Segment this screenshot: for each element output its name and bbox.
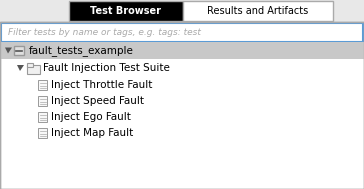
Text: Inject Ego Fault: Inject Ego Fault (51, 112, 131, 122)
Bar (69, 1, 183, 21)
Bar (14, 46, 24, 55)
Text: Inject Throttle Fault: Inject Throttle Fault (51, 80, 153, 90)
Bar (38, 96, 47, 106)
Text: Filter tests by name or tags, e.g. tags: test: Filter tests by name or tags, e.g. tags:… (8, 28, 201, 37)
Bar (27, 63, 33, 67)
Text: fault_tests_example: fault_tests_example (29, 45, 134, 56)
Bar (0, 0, 364, 22)
Text: Results and Artifacts: Results and Artifacts (207, 6, 309, 16)
Bar (183, 1, 333, 21)
Bar (38, 112, 47, 122)
Polygon shape (17, 65, 24, 71)
Bar (0, 22, 364, 189)
Bar (38, 128, 47, 138)
Text: Inject Speed Fault: Inject Speed Fault (51, 96, 144, 106)
Bar (27, 65, 40, 74)
Text: Inject Map Fault: Inject Map Fault (51, 128, 133, 138)
Bar (0, 42, 364, 59)
Bar (0, 22, 364, 189)
Text: Test Browser: Test Browser (91, 6, 162, 16)
Polygon shape (5, 47, 12, 53)
Text: Fault Injection Test Suite: Fault Injection Test Suite (43, 63, 170, 73)
Bar (38, 80, 47, 90)
Bar (1, 23, 363, 42)
